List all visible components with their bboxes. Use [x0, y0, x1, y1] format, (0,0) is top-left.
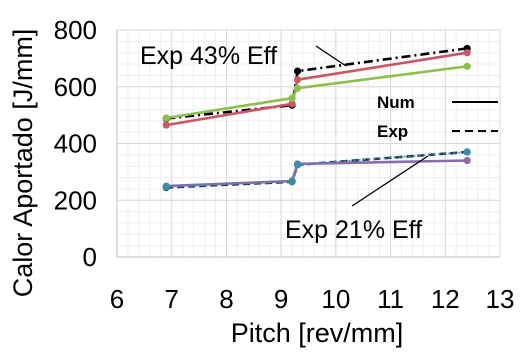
series-point-5: [463, 148, 471, 156]
series-line-3: [166, 150, 468, 189]
x-tick-label: 13: [486, 284, 515, 314]
annotation-exp-21: Exp 21% Eff: [285, 216, 422, 244]
y-tick-label: 400: [54, 129, 97, 159]
x-tick-label: 8: [219, 284, 233, 314]
x-tick-label: 7: [164, 284, 178, 314]
series-point-5: [293, 160, 302, 169]
series-point-2: [162, 114, 170, 122]
series-layer: [162, 44, 471, 192]
y-tick-label: 0: [83, 242, 97, 272]
series-point-0: [293, 67, 302, 75]
series-point-5: [162, 183, 170, 191]
x-tick-label: 12: [431, 284, 460, 314]
series-point-2: [288, 94, 296, 102]
grid: [116, 29, 501, 258]
series-line-5: [166, 151, 468, 188]
series-line-0: [166, 47, 468, 120]
series-point-4: [463, 156, 471, 165]
tick-labels: 6 7 8 9 10 11 12 13 0 200 400 600 800: [54, 15, 515, 314]
x-tick-label: 6: [110, 284, 124, 314]
x-tick-label: 9: [274, 284, 288, 314]
x-axis-label: Pitch [rev/mm]: [231, 318, 404, 348]
annotation-exp-43: Exp 43% Eff: [140, 42, 277, 70]
x-tick-label: 10: [321, 284, 350, 314]
series-line-2: [165, 65, 468, 120]
annotation-exp-43-pointer: [315, 45, 347, 67]
y-tick-label: 200: [54, 185, 97, 215]
series-point-1: [463, 49, 471, 57]
series-point-1: [288, 100, 296, 108]
series-point-1: [162, 121, 170, 129]
legend: Num Exp: [377, 93, 498, 141]
series-point-2: [463, 62, 471, 70]
series-point-1: [293, 76, 302, 84]
x-tick-label: 11: [377, 284, 404, 314]
legend-label-num: Num: [377, 93, 415, 112]
legend-label-exp: Exp: [377, 122, 408, 141]
y-tick-label: 600: [54, 72, 97, 102]
series-line-4: [166, 159, 468, 188]
series-point-2: [293, 84, 302, 92]
series-point-5: [288, 177, 296, 186]
y-axis-label: Calor Aportado [J/mm]: [8, 29, 38, 298]
annotation-exp-21-pointer: [351, 155, 429, 207]
y-tick-label: 800: [54, 15, 97, 45]
